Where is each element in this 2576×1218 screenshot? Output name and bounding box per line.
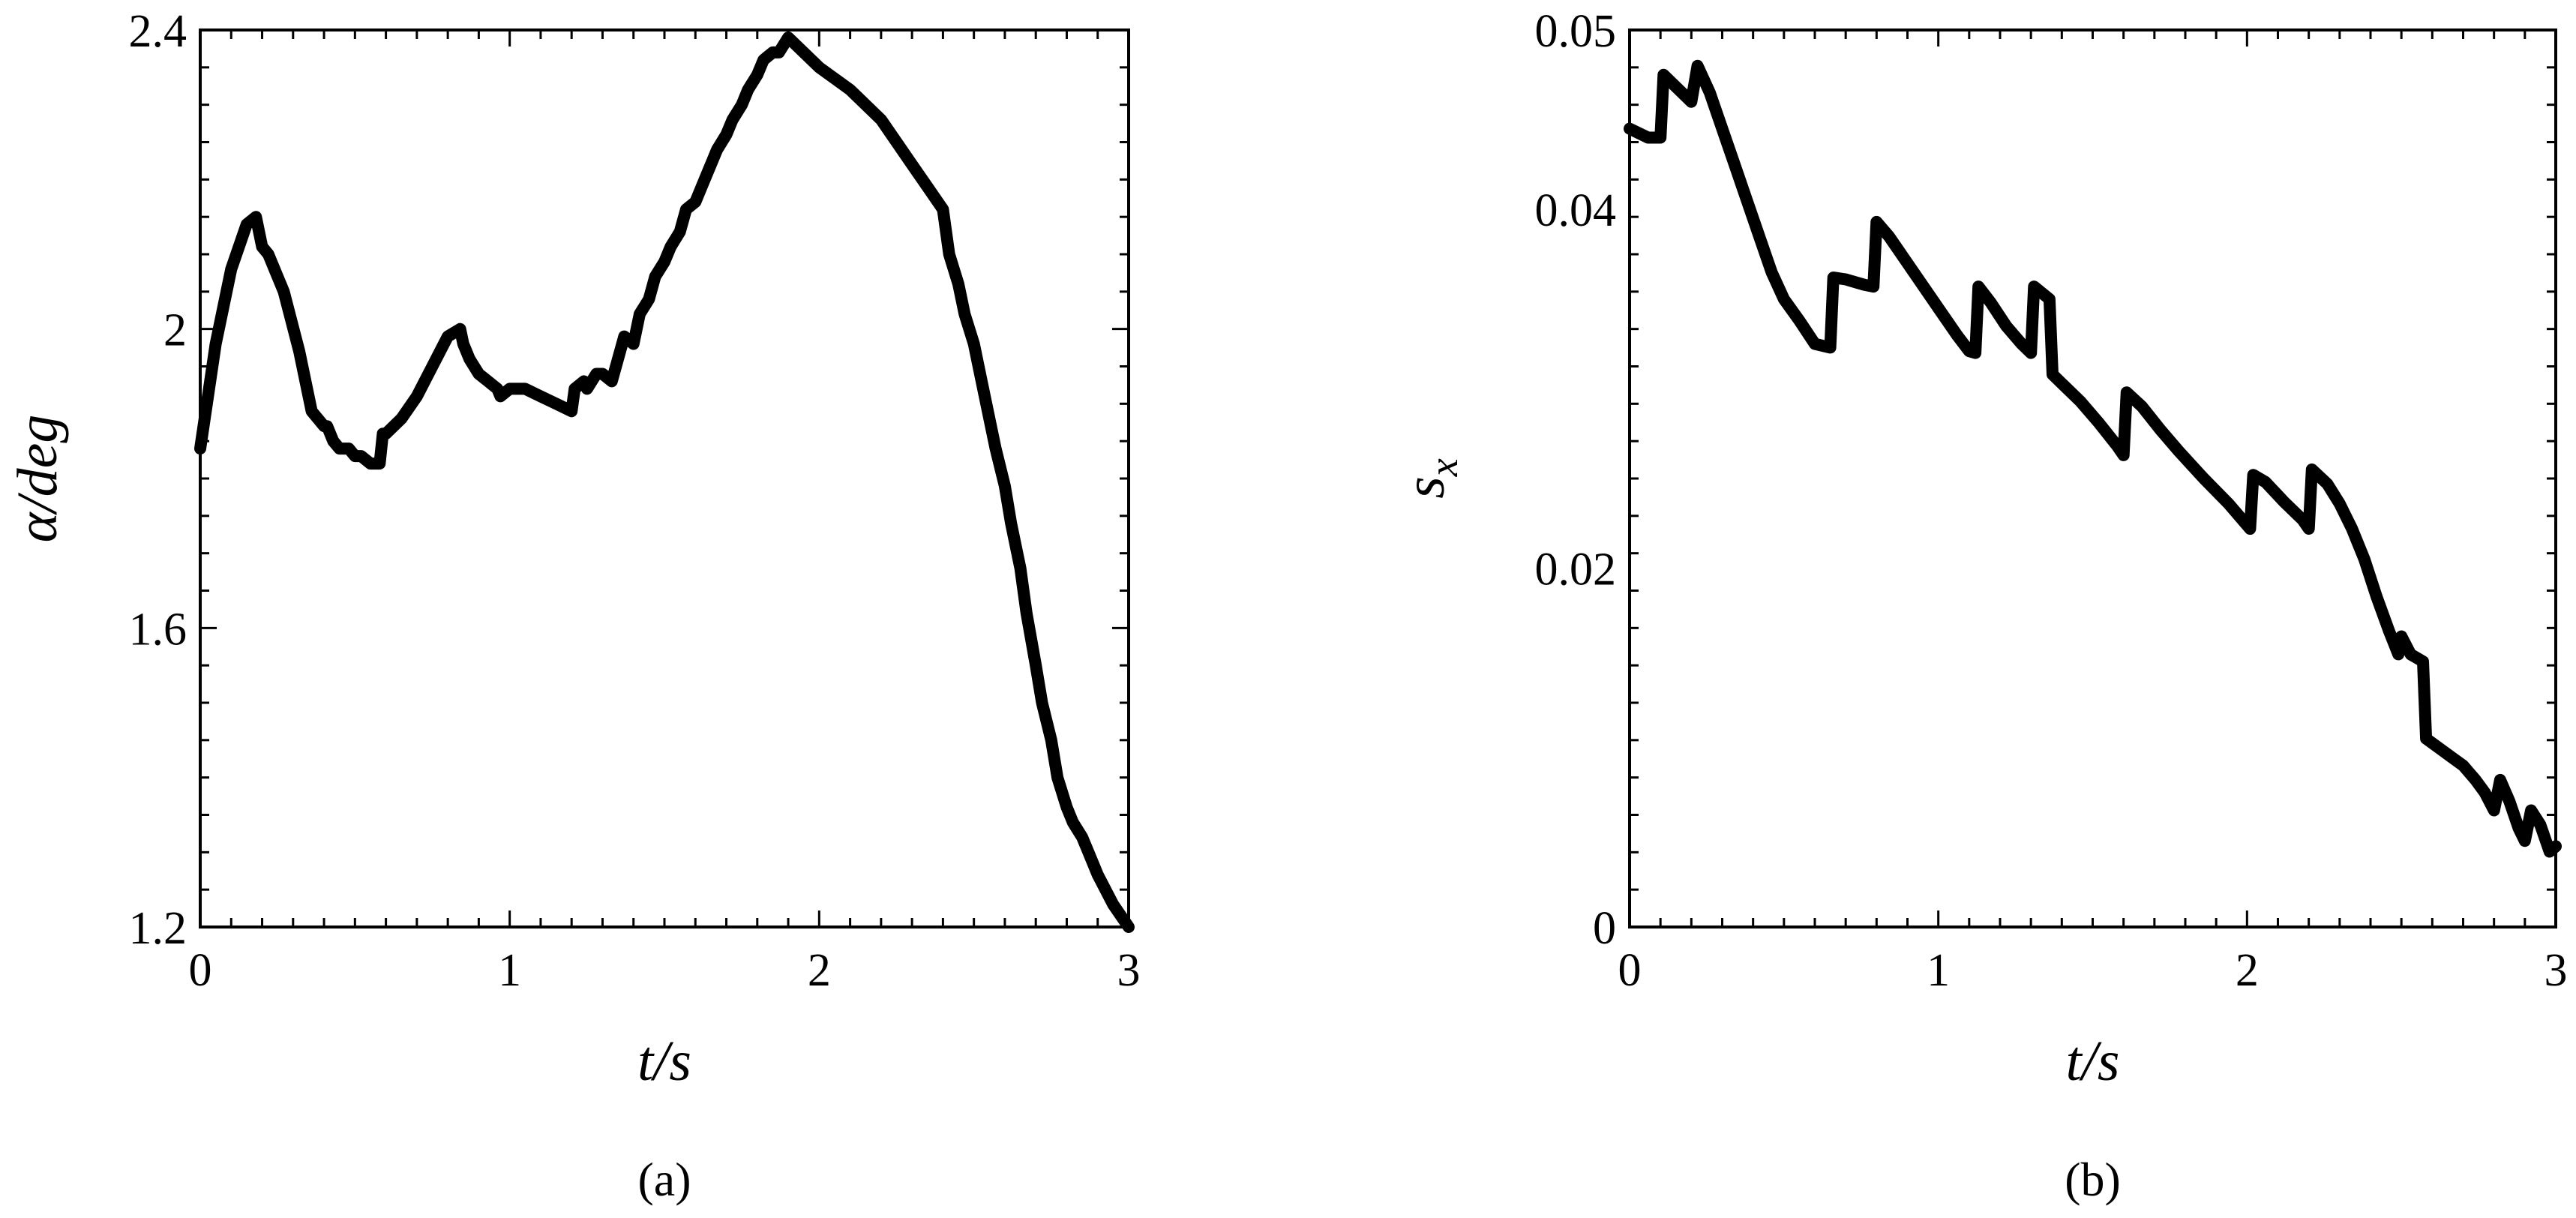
panel-label: (b) xyxy=(2065,1153,2121,1206)
x-tick-label: 2 xyxy=(2236,945,2259,996)
x-tick-label: 0 xyxy=(189,945,212,996)
y-tick-label: 0 xyxy=(1593,903,1616,954)
chart-panel-a: 0 1 2 3 1.2 1.6 2 2.4 t/s α/deg (a) xyxy=(6,6,1141,1206)
plot-frame xyxy=(1628,28,2557,928)
y-tick-label: 2.4 xyxy=(129,6,187,57)
y-tick-label: 2 xyxy=(163,305,187,356)
y-axis-label: α/deg xyxy=(6,415,69,543)
data-line xyxy=(194,32,1135,933)
chart-panel-b: 0 1 2 3 0 0.02 0.04 0.05 t/s sx (b) xyxy=(1393,6,2568,1206)
data-line xyxy=(1624,59,2562,858)
panel-label: (a) xyxy=(637,1153,691,1206)
y-tick-label: 0.02 xyxy=(1535,544,1617,596)
x-tick-label: 3 xyxy=(1117,945,1141,996)
x-axis-label: t/s xyxy=(637,1030,691,1093)
y-tick-label: 0.05 xyxy=(1535,6,1617,57)
y-tick-label: 1.6 xyxy=(129,604,187,655)
x-tick-label: 1 xyxy=(498,945,521,996)
x-tick-label: 1 xyxy=(1927,945,1950,996)
x-tick-label: 0 xyxy=(1618,945,1642,996)
plot-frame xyxy=(199,28,1130,928)
y-axis-label: sx xyxy=(1393,458,1466,499)
x-tick-label: 2 xyxy=(808,945,831,996)
y-tick-label: 1.2 xyxy=(129,903,187,954)
x-tick-label: 3 xyxy=(2545,945,2568,996)
y-tick-label: 0.04 xyxy=(1535,185,1617,236)
x-axis-label: t/s xyxy=(2066,1030,2120,1093)
